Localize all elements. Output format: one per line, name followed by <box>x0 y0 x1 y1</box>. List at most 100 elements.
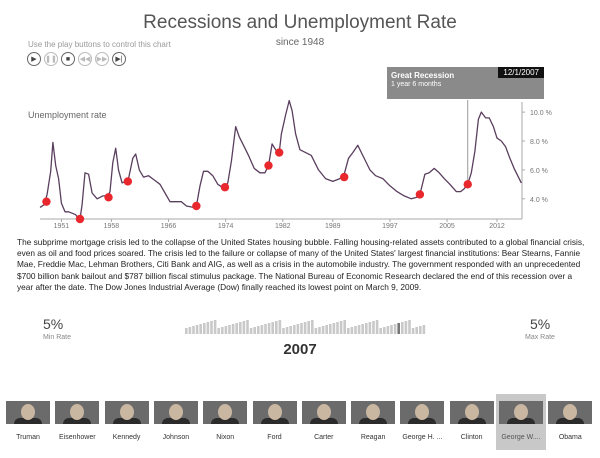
timeline-bar[interactable] <box>203 323 206 334</box>
president-card[interactable]: George W.... <box>496 394 546 450</box>
timeline-bar[interactable] <box>397 323 400 334</box>
president-card[interactable]: Ford <box>250 394 300 450</box>
timeline-bar[interactable] <box>325 325 328 334</box>
president-card[interactable]: Clinton <box>447 394 497 450</box>
timeline-bar[interactable] <box>408 320 411 334</box>
timeline-bar[interactable] <box>289 326 292 334</box>
recession-marker[interactable] <box>42 197 51 206</box>
timeline-bar[interactable] <box>246 320 249 334</box>
recession-marker[interactable] <box>339 172 349 182</box>
timeline-bar[interactable] <box>221 327 224 334</box>
timeline-bar[interactable] <box>411 328 415 334</box>
timeline-bar[interactable] <box>347 328 350 334</box>
timeline-bar[interactable] <box>253 327 256 334</box>
timeline-bar[interactable] <box>372 321 375 334</box>
president-card[interactable]: Johnson <box>151 394 201 450</box>
timeline-bar[interactable] <box>354 326 357 334</box>
recession-marker[interactable] <box>192 201 201 211</box>
recession-marker[interactable] <box>104 193 113 202</box>
timeline-bar[interactable] <box>361 324 364 334</box>
timeline-bar[interactable] <box>242 321 246 334</box>
timeline-bar[interactable] <box>282 328 285 334</box>
timeline-bar[interactable] <box>357 325 361 334</box>
timeline-bar[interactable] <box>235 323 238 334</box>
timeline-bar[interactable] <box>336 322 339 334</box>
timeline-bar[interactable] <box>307 321 310 334</box>
year-timeline[interactable] <box>185 318 427 334</box>
timeline-bar[interactable] <box>393 324 397 334</box>
timeline-bar[interactable] <box>368 322 372 334</box>
timeline-bar[interactable] <box>375 320 379 334</box>
recession-marker[interactable] <box>123 177 133 186</box>
max-rate-value: 5% <box>530 316 551 332</box>
timeline-bar[interactable] <box>390 325 393 334</box>
previous-button[interactable]: ◀◀ <box>78 52 92 66</box>
timeline-bar[interactable] <box>217 328 220 334</box>
timeline-bar[interactable] <box>419 326 422 334</box>
timeline-bar[interactable] <box>383 327 386 334</box>
timeline-bar[interactable] <box>267 323 271 334</box>
recession-marker[interactable] <box>415 190 425 199</box>
timeline-bar[interactable] <box>303 322 307 334</box>
timeline-bar[interactable] <box>415 327 418 334</box>
pause-button[interactable]: ❚❚ <box>44 52 58 66</box>
timeline-bar[interactable] <box>206 322 210 334</box>
timeline-bar[interactable] <box>249 328 253 334</box>
timeline-bar[interactable] <box>379 328 382 334</box>
recession-marker[interactable] <box>463 180 472 189</box>
timeline-bar[interactable] <box>188 327 192 334</box>
min-rate-label: Min Rate <box>43 334 72 341</box>
recession-marker[interactable] <box>75 214 85 224</box>
president-card[interactable]: Nixon <box>200 394 250 450</box>
president-card[interactable]: Eisenhower <box>52 394 102 450</box>
timeline-bar[interactable] <box>185 328 188 334</box>
timeline-bar[interactable] <box>228 325 231 334</box>
recession-marker[interactable] <box>275 148 284 157</box>
play-button[interactable]: ▶ <box>27 52 41 66</box>
timeline-bar[interactable] <box>264 324 267 334</box>
timeline-bar[interactable] <box>404 321 408 334</box>
president-card[interactable]: Obama <box>545 394 595 450</box>
timeline-bar[interactable] <box>300 323 303 334</box>
timeline-bar[interactable] <box>311 320 314 334</box>
timeline-bar[interactable] <box>275 321 278 334</box>
recession-marker[interactable] <box>220 183 230 192</box>
end-button[interactable]: ▶| <box>112 52 126 66</box>
timeline-bar[interactable] <box>401 322 404 334</box>
timeline-bar[interactable] <box>278 320 282 334</box>
timeline-bar[interactable] <box>321 326 325 334</box>
timeline-bar[interactable] <box>339 321 343 334</box>
timeline-bar[interactable] <box>210 321 213 334</box>
timeline-bar[interactable] <box>296 324 300 334</box>
timeline-bar[interactable] <box>343 320 346 334</box>
president-card[interactable]: Truman <box>3 394 53 450</box>
timeline-bar[interactable] <box>195 325 199 334</box>
president-name: Carter <box>314 434 334 441</box>
timeline-bar[interactable] <box>318 327 321 334</box>
stop-button[interactable]: ■ <box>61 52 75 66</box>
timeline-bar[interactable] <box>271 322 274 334</box>
timeline-bar[interactable] <box>239 322 242 334</box>
timeline-bar[interactable] <box>422 325 426 334</box>
timeline-bar[interactable] <box>332 323 336 334</box>
timeline-bar[interactable] <box>257 326 260 334</box>
timeline-bar[interactable] <box>314 328 318 334</box>
timeline-bar[interactable] <box>192 326 195 334</box>
timeline-bar[interactable] <box>365 323 368 334</box>
timeline-bar[interactable] <box>329 324 332 334</box>
timeline-bar[interactable] <box>285 327 289 334</box>
timeline-bar[interactable] <box>231 324 235 334</box>
timeline-bar[interactable] <box>293 325 296 334</box>
recession-marker[interactable] <box>264 161 273 170</box>
timeline-bar[interactable] <box>213 320 217 334</box>
president-card[interactable]: Reagan <box>348 394 398 450</box>
next-button[interactable]: ▶▶ <box>95 52 109 66</box>
timeline-bar[interactable] <box>199 324 202 334</box>
president-card[interactable]: George H. ... <box>397 394 447 450</box>
timeline-bar[interactable] <box>260 325 264 334</box>
timeline-bar[interactable] <box>386 326 390 334</box>
president-card[interactable]: Carter <box>299 394 349 450</box>
timeline-bar[interactable] <box>350 327 354 334</box>
president-card[interactable]: Kennedy <box>102 394 152 450</box>
timeline-bar[interactable] <box>224 326 228 334</box>
